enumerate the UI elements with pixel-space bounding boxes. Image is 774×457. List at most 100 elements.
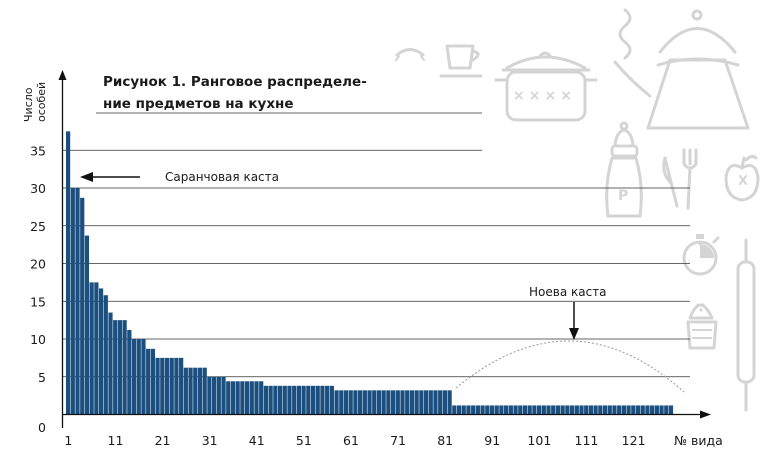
bar-91 bbox=[489, 405, 495, 415]
bar-37 bbox=[235, 381, 240, 415]
bar-7 bbox=[94, 282, 99, 415]
y-tick-25: 25 bbox=[30, 219, 46, 234]
y-tick-35: 35 bbox=[30, 143, 46, 158]
bar-46 bbox=[277, 385, 283, 415]
bar-70 bbox=[390, 390, 396, 415]
bar-5 bbox=[84, 235, 90, 415]
bar-113 bbox=[593, 405, 598, 415]
bar-28 bbox=[193, 367, 198, 415]
bar-53 bbox=[310, 385, 316, 415]
bar-93 bbox=[499, 405, 504, 415]
bar-20 bbox=[155, 357, 160, 415]
annotation-noah-caste-label: Ноева каста bbox=[529, 285, 607, 299]
svg-text:××××: ×××× bbox=[513, 88, 576, 104]
y-tick-5: 5 bbox=[38, 370, 46, 385]
annotation-locust-caste-label: Саранчовая каста bbox=[165, 170, 279, 184]
bar-87 bbox=[471, 405, 476, 415]
apple-icon bbox=[724, 154, 760, 202]
bar-129 bbox=[668, 405, 674, 415]
bar-111 bbox=[584, 405, 589, 415]
bar-15 bbox=[131, 339, 137, 415]
chart-title-line-2: ние предметов на кухне bbox=[103, 96, 294, 112]
bar-82 bbox=[447, 390, 452, 415]
bar-104 bbox=[551, 405, 556, 415]
bar-41 bbox=[254, 381, 259, 415]
sausage-icon bbox=[395, 48, 425, 61]
bar-17 bbox=[141, 339, 146, 415]
y-tick-20: 20 bbox=[30, 257, 46, 272]
bar-80 bbox=[438, 390, 443, 415]
svg-text:P: P bbox=[618, 188, 628, 204]
bar-117 bbox=[612, 405, 617, 415]
bar-97 bbox=[518, 405, 523, 415]
bar-81 bbox=[442, 390, 448, 415]
bar-45 bbox=[273, 385, 278, 415]
y-tick-0: 0 bbox=[38, 420, 46, 435]
bar-31 bbox=[207, 376, 212, 415]
x-tick-1: 1 bbox=[64, 433, 72, 448]
bar-18 bbox=[146, 348, 151, 415]
bar-101 bbox=[537, 405, 542, 415]
bar-69 bbox=[386, 390, 391, 415]
bar-94 bbox=[504, 405, 509, 415]
bar-3 bbox=[75, 188, 80, 415]
bar-4 bbox=[80, 197, 85, 415]
bar-44 bbox=[268, 385, 273, 415]
bar-63 bbox=[358, 390, 363, 415]
bar-49 bbox=[292, 385, 297, 415]
y-tick-15: 15 bbox=[30, 294, 46, 309]
bar-62 bbox=[353, 390, 358, 415]
bars bbox=[66, 131, 674, 415]
bar-55 bbox=[320, 385, 325, 415]
bar-119 bbox=[621, 405, 626, 415]
bar-19 bbox=[150, 348, 155, 415]
bar-66 bbox=[372, 390, 377, 415]
stopwatch-icon bbox=[682, 234, 720, 276]
x-tick-71: 71 bbox=[390, 433, 406, 448]
bar-72 bbox=[400, 390, 405, 415]
bar-102 bbox=[541, 405, 546, 415]
bar-61 bbox=[348, 390, 353, 415]
bar-99 bbox=[527, 405, 532, 415]
bar-10 bbox=[108, 312, 113, 415]
bar-47 bbox=[282, 385, 287, 415]
bar-96 bbox=[513, 405, 518, 415]
bar-108 bbox=[569, 405, 575, 415]
bar-110 bbox=[579, 405, 584, 415]
x-tick-111: 111 bbox=[575, 433, 599, 448]
y-axis-label-line-2: особей bbox=[35, 82, 48, 122]
kitchen-decoration: ×××× P bbox=[395, 8, 760, 412]
bar-106 bbox=[560, 405, 565, 415]
bar-54 bbox=[315, 385, 320, 415]
bar-71 bbox=[395, 390, 400, 415]
pepper-shaker-icon: P bbox=[605, 121, 643, 218]
bar-85 bbox=[461, 405, 466, 415]
bar-124 bbox=[645, 405, 650, 415]
bar-116 bbox=[607, 405, 612, 415]
bar-58 bbox=[334, 390, 339, 415]
annotation-locust-caste: Саранчовая каста bbox=[80, 170, 279, 184]
bar-52 bbox=[306, 385, 311, 415]
bar-12 bbox=[117, 320, 123, 415]
bar-112 bbox=[588, 405, 594, 415]
bar-76 bbox=[419, 390, 424, 415]
salt-shaker-icon bbox=[686, 303, 718, 350]
bar-51 bbox=[301, 385, 306, 415]
bar-8 bbox=[98, 288, 104, 415]
bar-100 bbox=[532, 405, 537, 415]
bar-21 bbox=[160, 357, 165, 415]
bar-35 bbox=[226, 381, 231, 415]
bar-83 bbox=[452, 405, 457, 415]
bar-42 bbox=[259, 381, 264, 415]
bar-65 bbox=[367, 390, 372, 415]
bar-30 bbox=[202, 367, 207, 415]
cup-icon bbox=[439, 44, 483, 78]
bar-68 bbox=[381, 390, 386, 415]
bar-79 bbox=[433, 390, 438, 415]
kettle-icon bbox=[613, 8, 750, 130]
bar-27 bbox=[188, 367, 193, 415]
bar-22 bbox=[164, 357, 170, 415]
x-tick-121: 121 bbox=[622, 433, 646, 448]
bar-89 bbox=[480, 405, 485, 415]
